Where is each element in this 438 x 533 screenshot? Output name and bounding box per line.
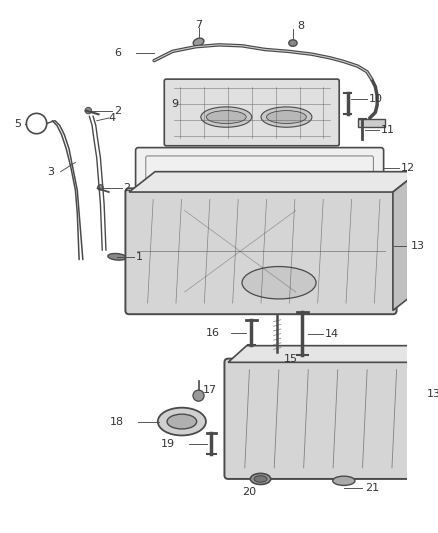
Bar: [358, 119, 385, 127]
Text: 13: 13: [410, 241, 424, 251]
Circle shape: [85, 107, 92, 114]
Text: 2: 2: [114, 106, 121, 116]
Text: 16: 16: [206, 328, 220, 338]
Polygon shape: [393, 172, 419, 311]
FancyBboxPatch shape: [125, 188, 396, 314]
Text: 15: 15: [284, 353, 298, 364]
Ellipse shape: [261, 107, 312, 127]
FancyBboxPatch shape: [136, 148, 384, 188]
Ellipse shape: [333, 476, 355, 486]
Text: 8: 8: [297, 21, 305, 31]
Ellipse shape: [267, 110, 306, 124]
Text: 9: 9: [171, 99, 178, 109]
Text: 10: 10: [369, 94, 383, 104]
Ellipse shape: [254, 475, 267, 482]
Text: 21: 21: [365, 483, 379, 493]
Text: 12: 12: [401, 163, 415, 173]
Ellipse shape: [289, 40, 297, 46]
Text: 17: 17: [203, 385, 217, 395]
Text: 3: 3: [48, 167, 55, 176]
Text: 6: 6: [115, 48, 122, 58]
Ellipse shape: [242, 266, 316, 299]
Text: 13: 13: [427, 389, 438, 399]
Ellipse shape: [167, 414, 197, 429]
Ellipse shape: [158, 408, 206, 435]
Ellipse shape: [251, 473, 271, 484]
Polygon shape: [129, 172, 419, 192]
Circle shape: [193, 390, 204, 401]
Circle shape: [98, 184, 103, 190]
Ellipse shape: [108, 254, 126, 260]
Polygon shape: [228, 346, 427, 362]
Text: 7: 7: [195, 20, 202, 29]
Ellipse shape: [201, 107, 252, 127]
Polygon shape: [409, 346, 427, 475]
Text: 19: 19: [161, 439, 175, 449]
Text: 14: 14: [325, 329, 339, 338]
Ellipse shape: [193, 38, 204, 46]
Bar: [419, 223, 435, 273]
Text: 11: 11: [381, 125, 395, 135]
Text: 4: 4: [109, 113, 116, 123]
FancyBboxPatch shape: [224, 359, 412, 479]
Text: 18: 18: [110, 417, 124, 426]
Ellipse shape: [206, 110, 246, 124]
Text: 5: 5: [14, 118, 21, 128]
Text: 20: 20: [242, 487, 256, 497]
Text: 1: 1: [136, 252, 143, 262]
Text: 2: 2: [124, 183, 131, 193]
FancyBboxPatch shape: [164, 79, 339, 146]
